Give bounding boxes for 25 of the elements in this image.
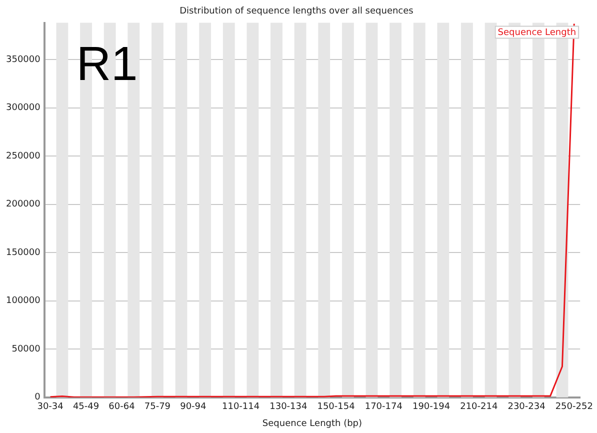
- x-tick-label: 45-49: [72, 402, 100, 412]
- x-axis-title: Sequence Length (bp): [262, 418, 362, 429]
- x-tick-label: 60-64: [108, 402, 136, 412]
- x-tick-label: 75-79: [144, 402, 171, 412]
- y-tick-label: 300000: [6, 103, 41, 114]
- x-tick-label: 90-94: [180, 402, 207, 412]
- y-tick-label: 350000: [6, 54, 41, 65]
- x-tick-label: 210-214: [460, 402, 498, 412]
- y-tick-label: 0: [34, 392, 41, 403]
- y-tick-label: 200000: [6, 200, 41, 210]
- x-tick-label: 170-174: [364, 402, 403, 412]
- series-label: Sequence Length: [498, 28, 576, 38]
- y-tick-label: 250000: [6, 151, 41, 162]
- chart-title: Distribution of sequence lengths over all sequences: [180, 6, 414, 17]
- x-tick-label: 110-114: [222, 402, 260, 412]
- y-tick-label: 50000: [12, 344, 41, 354]
- x-tick-label: 30-34: [37, 402, 64, 412]
- x-tick-label: 250-252: [555, 402, 593, 412]
- x-tick-label: 190-194: [412, 402, 450, 412]
- y-tick-label: 100000: [6, 296, 41, 306]
- x-tick-label: 230-234: [508, 402, 546, 412]
- x-tick-label: 150-154: [317, 402, 356, 412]
- annotation: R1: [76, 38, 138, 92]
- y-tick-label: 150000: [6, 248, 41, 258]
- x-tick-label: 130-134: [270, 402, 308, 412]
